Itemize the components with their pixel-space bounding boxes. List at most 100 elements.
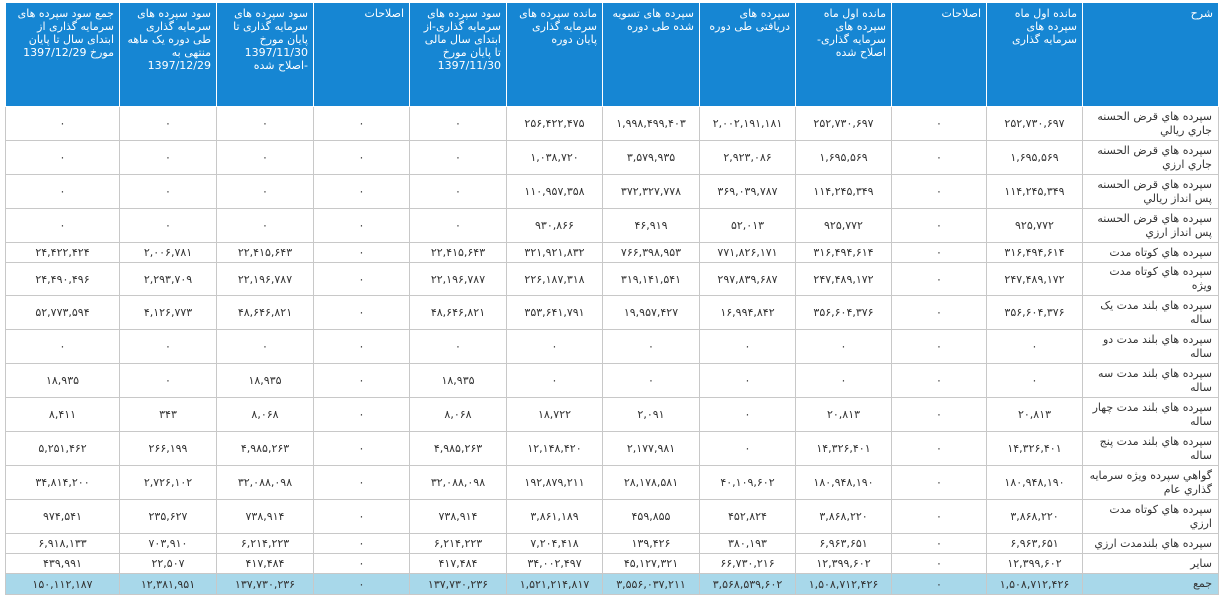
header-opening-balance: مانده اول ماه سپرده های سرمایه گذاری xyxy=(986,2,1083,107)
table-row: سپرده هاي كوتاه مدت ارزي ۳,۸۶۸,۲۲۰ ۰ ۳,۸۶۸,… xyxy=(5,499,1219,534)
table-row: سپرده هاي بلند مدت سه ساله ۰ ۰ ۰ ۰ ۰ ۰ ۱۸,۹۳۵ ۰ ۱… xyxy=(5,363,1219,398)
cell-value: ۸,۰۶۸ xyxy=(216,397,314,432)
total-row: جمع ۱,۵۰۸,۷۱۲,۴۲۶ ۰ ۱,۵۰۸,۷۱۲,۴۲۶ ۳,۵۶۸,۵۳۹,… xyxy=(5,573,1219,595)
cell-value: ۸,۰۶۸ xyxy=(409,397,507,432)
table-body: سپرده هاي قرض الحسنه جاري ريالي ۲۵۲,۷۳۰,۶… xyxy=(5,106,1219,595)
table-row: سپرده هاي قرض الحسنه پس انداز ارزي ۹۲۵,۷۷… xyxy=(5,208,1219,243)
cell-value: ۲,۰۰۶,۷۸۱ xyxy=(119,242,217,263)
cell-value: ۰ xyxy=(891,329,987,364)
cell-value: ۲۲,۵۰۷ xyxy=(119,553,217,574)
cell-value: ۲۸,۱۷۸,۵۸۱ xyxy=(602,465,700,500)
cell-value: ۱,۰۳۸,۷۲۰ xyxy=(506,140,603,175)
cell-value: ۱۸,۷۲۲ xyxy=(506,397,603,432)
cell-value: ۸,۴۱۱ xyxy=(5,397,120,432)
cell-value: ۳,۵۷۹,۹۳۵ xyxy=(602,140,700,175)
cell-value: ۱۳۷,۷۳۰,۲۳۶ xyxy=(216,573,314,595)
cell-value: ۴۵,۱۲۷,۳۲۱ xyxy=(602,553,700,574)
cell-value: ۳,۵۶۸,۵۳۹,۶۰۲ xyxy=(699,573,796,595)
cell-value: ۱۱۴,۲۴۵,۳۴۹ xyxy=(795,174,892,209)
cell-value: ۲۵۲,۷۳۰,۶۹۷ xyxy=(795,106,892,141)
cell-value: ۳,۸۶۸,۲۲۰ xyxy=(795,499,892,534)
row-description: سپرده هاي قرض الحسنه پس انداز ارزي xyxy=(1082,208,1219,243)
cell-value: ۶,۲۱۴,۲۲۳ xyxy=(216,533,314,554)
table-row: ساير ۱۲,۳۹۹,۶۰۲ ۰ ۱۲,۳۹۹,۶۰۲ ۶۶,۷۳۰,۲۱۶ ۴۵,۱۲… xyxy=(5,553,1219,574)
cell-value: ۰ xyxy=(216,106,314,141)
cell-value: ۰ xyxy=(891,295,987,330)
cell-value: ۴۵۹,۸۵۵ xyxy=(602,499,700,534)
row-description: سپرده هاي قرض الحسنه جاري ارزي xyxy=(1082,140,1219,175)
cell-value: ۷,۲۰۴,۴۱۸ xyxy=(506,533,603,554)
cell-value: ۰ xyxy=(119,208,217,243)
cell-value: ۹۷۴,۵۴۱ xyxy=(5,499,120,534)
cell-value: ۰ xyxy=(699,363,796,398)
cell-value: ۱۳۹,۴۲۶ xyxy=(602,533,700,554)
cell-value: ۲۶۶,۱۹۹ xyxy=(119,431,217,466)
cell-value: ۲۳۵,۶۲۷ xyxy=(119,499,217,534)
cell-value: ۰ xyxy=(5,329,120,364)
cell-value: ۲۲۶,۱۸۷,۳۱۸ xyxy=(506,262,603,296)
cell-value: ۴,۱۲۶,۷۷۳ xyxy=(119,295,217,330)
cell-value: ۱۲,۱۴۸,۴۲۰ xyxy=(506,431,603,466)
row-description: سپرده هاي بلندمدت ارزي xyxy=(1082,533,1219,554)
cell-value: ۰ xyxy=(313,295,410,330)
cell-value: ۳۲۱,۹۲۱,۸۳۲ xyxy=(506,242,603,263)
cell-value: ۱۹۲,۸۷۹,۲۱۱ xyxy=(506,465,603,500)
header-profit-ytd: سود سپرده های سرمایه گذاری-از ابتدای سال… xyxy=(409,2,507,107)
cell-value: ۳۵۶,۶۰۴,۳۷۶ xyxy=(795,295,892,330)
row-description: سپرده هاي قرض الحسنه پس انداز ريالي xyxy=(1082,174,1219,209)
cell-value: ۶,۹۶۳,۶۵۱ xyxy=(986,533,1083,554)
cell-value: ۳۲,۰۸۸,۰۹۸ xyxy=(216,465,314,500)
table-row: سپرده هاي بلند مدت يک ساله ۳۵۶,۶۰۴,۳۷۶ ۰ ۳۵… xyxy=(5,295,1219,330)
row-description: جمع xyxy=(1082,573,1219,595)
cell-value: ۴۸,۶۴۶,۸۲۱ xyxy=(409,295,507,330)
cell-value: ۵,۲۵۱,۴۶۲ xyxy=(5,431,120,466)
cell-value: ۰ xyxy=(5,174,120,209)
cell-value: ۱۸۰,۹۴۸,۱۹۰ xyxy=(795,465,892,500)
header-profit-month: سود سپرده های سرمایه گذاری طی دوره یک ما… xyxy=(119,2,217,107)
cell-value: ۰ xyxy=(891,140,987,175)
cell-value: ۰ xyxy=(409,106,507,141)
table-row: سپرده هاي كوتاه مدت ويژه ۲۴۷,۴۸۹,۱۷۲ ۰ ۲۴۷,… xyxy=(5,262,1219,296)
cell-value: ۲۴۷,۴۸۹,۱۷۲ xyxy=(795,262,892,296)
cell-value: ۰ xyxy=(891,174,987,209)
cell-value: ۰ xyxy=(119,106,217,141)
cell-value: ۴۰,۱۰۹,۶۰۲ xyxy=(699,465,796,500)
row-description: سپرده هاي كوتاه مدت xyxy=(1082,242,1219,263)
cell-value: ۹۲۵,۷۷۲ xyxy=(795,208,892,243)
cell-value: ۰ xyxy=(409,174,507,209)
cell-value: ۰ xyxy=(891,499,987,534)
cell-value: ۴۶,۹۱۹ xyxy=(602,208,700,243)
table-row: سپرده هاي بلند مدت چهار ساله ۲۰,۸۱۳ ۰ ۲۰,۸۱… xyxy=(5,397,1219,432)
cell-value: ۳۷۲,۳۲۷,۷۷۸ xyxy=(602,174,700,209)
cell-value: ۱۸,۹۳۵ xyxy=(5,363,120,398)
cell-value: ۰ xyxy=(119,329,217,364)
cell-value: ۳۱۶,۴۹۴,۶۱۴ xyxy=(795,242,892,263)
cell-value: ۰ xyxy=(891,106,987,141)
cell-value: ۲,۷۲۶,۱۰۲ xyxy=(119,465,217,500)
cell-value: ۴۵۲,۸۲۴ xyxy=(699,499,796,534)
cell-value: ۳,۸۶۱,۱۸۹ xyxy=(506,499,603,534)
cell-value: ۳۴,۸۱۴,۲۰۰ xyxy=(5,465,120,500)
cell-value: ۲,۲۹۳,۷۰۹ xyxy=(119,262,217,296)
cell-value: ۲۵۶,۴۲۲,۴۷۵ xyxy=(506,106,603,141)
table-row: سپرده هاي بلند مدت پنج ساله ۱۴,۳۲۶,۴۰۱ ۰ ۱۴… xyxy=(5,431,1219,466)
cell-value: ۰ xyxy=(313,397,410,432)
cell-value: ۰ xyxy=(5,208,120,243)
cell-value: ۲,۱۷۷,۹۸۱ xyxy=(602,431,700,466)
cell-value: ۳۱۹,۱۴۱,۵۴۱ xyxy=(602,262,700,296)
cell-value: ۴۳۹,۹۹۱ xyxy=(5,553,120,574)
cell-value: ۲۲,۱۹۶,۷۸۷ xyxy=(409,262,507,296)
cell-value: ۰ xyxy=(313,533,410,554)
cell-value: ۱,۵۲۱,۲۱۴,۸۱۷ xyxy=(506,573,603,595)
cell-value: ۲۰,۸۱۳ xyxy=(986,397,1083,432)
cell-value: ۳۶۹,۰۳۹,۷۸۷ xyxy=(699,174,796,209)
cell-value: ۰ xyxy=(506,329,603,364)
cell-value: ۲۹۷,۸۳۹,۶۸۷ xyxy=(699,262,796,296)
cell-value: ۱۴,۳۲۶,۴۰۱ xyxy=(986,431,1083,466)
cell-value: ۲۲,۴۱۵,۶۴۳ xyxy=(216,242,314,263)
cell-value: ۱۲,۳۹۹,۶۰۲ xyxy=(986,553,1083,574)
cell-value: ۲۴۷,۴۸۹,۱۷۲ xyxy=(986,262,1083,296)
cell-value: ۱۵۰,۱۱۲,۱۸۷ xyxy=(5,573,120,595)
cell-value: ۰ xyxy=(891,262,987,296)
cell-value: ۳۵۶,۶۰۴,۳۷۶ xyxy=(986,295,1083,330)
